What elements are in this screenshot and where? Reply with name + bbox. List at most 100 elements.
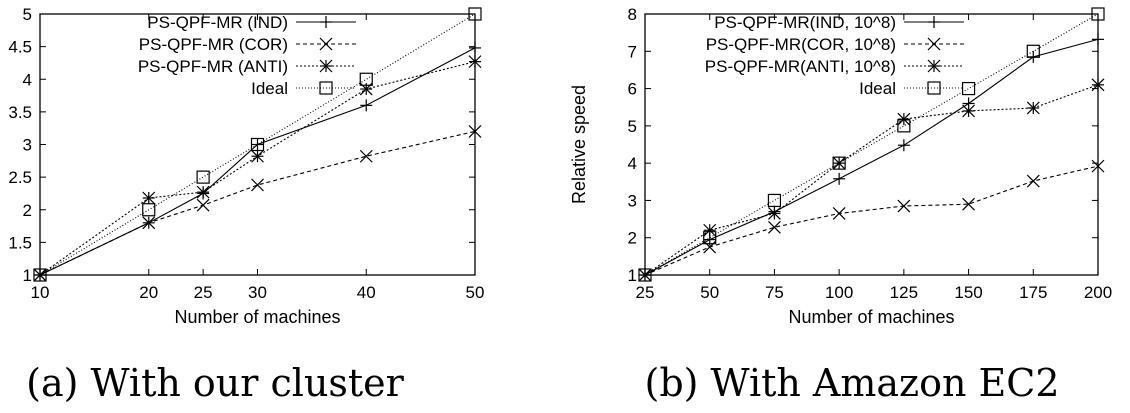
data-point <box>196 170 210 184</box>
x-tick-label: 40 <box>357 283 376 302</box>
legend-marker <box>320 16 332 28</box>
y-tick-label: 2.5 <box>8 168 32 187</box>
series-line <box>39 130 476 276</box>
legend-label: PS-QPF-MR(ANTI, 10^8) <box>705 57 896 76</box>
legend-label: PS-QPF-MR(COR, 10^8) <box>706 35 896 54</box>
x-tick-label: 25 <box>636 283 655 302</box>
data-point <box>33 268 47 282</box>
series-2 <box>33 55 482 282</box>
data-point <box>251 149 264 163</box>
series-line <box>39 61 476 276</box>
data-point <box>703 240 717 254</box>
data-point <box>767 193 782 208</box>
y-tick-label: 2 <box>23 201 32 220</box>
data-point <box>360 99 373 112</box>
x-tick-label: 50 <box>700 283 719 302</box>
legend-label: PS-QPF-MR (ANTI) <box>138 57 288 76</box>
data-point <box>1091 7 1105 21</box>
legend-label: Ideal <box>859 79 896 98</box>
data-point <box>468 125 482 138</box>
series-line <box>39 13 476 276</box>
legend: PS-QPF-MR (IND) PS-QPF-MR (COR) PS-QPF-MR … <box>138 13 356 98</box>
data-point <box>1091 159 1105 173</box>
series-line <box>644 13 1099 276</box>
y-tick-label: 8 <box>628 5 637 24</box>
data-point <box>142 216 156 230</box>
data-point <box>768 220 781 234</box>
x-axis-label: Number of machines <box>174 307 340 327</box>
legend-label: PS-QPF-MR(IND, 10^8) <box>714 13 896 32</box>
y-tick-label: 3 <box>628 191 637 210</box>
x-tick-label: 20 <box>139 283 158 302</box>
x-tick-label: 25 <box>194 283 213 302</box>
y-tick-label: 5 <box>628 117 637 136</box>
x-tick-label: 125 <box>890 283 918 302</box>
data-point <box>251 178 264 192</box>
x-tick-label: 50 <box>466 283 485 302</box>
y-tick-label: 6 <box>628 80 637 99</box>
series-3 <box>33 7 482 282</box>
y-tick-label: 4.5 <box>8 38 32 57</box>
data-point <box>1026 174 1040 188</box>
data-point <box>359 72 373 86</box>
x-tick-label: 30 <box>248 283 267 302</box>
data-point <box>833 172 846 185</box>
data-point <box>638 268 652 282</box>
series-1 <box>638 159 1105 282</box>
series-2 <box>638 78 1105 282</box>
data-point <box>1026 101 1040 115</box>
data-point <box>142 203 156 217</box>
y-tick-label: 3.5 <box>8 103 32 122</box>
data-point <box>1091 78 1105 92</box>
y-tick-label: 1.5 <box>8 233 32 252</box>
plot-frame <box>644 13 1099 276</box>
series-line <box>644 165 1099 276</box>
legend-marker <box>319 81 333 95</box>
data-point <box>469 41 481 54</box>
data-point <box>1026 44 1040 58</box>
data-point <box>251 138 264 151</box>
y-tick-label: 2 <box>628 229 637 248</box>
data-point <box>961 81 976 96</box>
series-line <box>644 84 1099 276</box>
legend-marker <box>319 37 333 51</box>
legend-label: PS-QPF-MR (COR) <box>139 35 288 54</box>
data-point <box>962 104 975 118</box>
x-tick-label: 175 <box>1019 283 1047 302</box>
data-point <box>196 198 210 212</box>
y-tick-label: 4 <box>628 154 637 173</box>
series-3 <box>638 7 1105 282</box>
x-tick-label: 75 <box>765 283 784 302</box>
data-point <box>897 139 910 152</box>
y-tick-label: 3 <box>23 136 32 155</box>
data-point <box>196 185 210 199</box>
data-point <box>897 119 911 133</box>
y-tick-label: 7 <box>628 42 637 61</box>
data-point <box>703 223 717 237</box>
data-point <box>832 156 846 170</box>
y-tick-label: 1 <box>628 266 637 285</box>
data-point <box>1092 33 1104 46</box>
data-point <box>962 197 975 211</box>
x-tick-label: 10 <box>31 283 50 302</box>
x-tick-label: 200 <box>1084 283 1112 302</box>
caption-a: (a) With our cluster <box>26 361 405 405</box>
data-point <box>897 199 911 213</box>
x-axis-label: Number of machines <box>788 307 954 327</box>
data-point <box>359 149 373 163</box>
legend-marker <box>928 16 940 28</box>
data-point <box>468 7 482 21</box>
chart-a: 1 1.5 2 2.5 3 3.5 4 4.5 5 10 20 25 30 40 50 Number of m… <box>8 5 484 327</box>
x-tick-label: 100 <box>825 283 853 302</box>
y-tick-label: 5 <box>23 5 32 24</box>
data-point <box>250 137 265 152</box>
data-point <box>832 156 846 170</box>
legend-marker <box>927 59 941 73</box>
legend-label: PS-QPF-MR (IND) <box>147 13 288 32</box>
legend-marker <box>319 59 333 73</box>
legend-label: Ideal <box>251 79 288 98</box>
y-tick-label: 1 <box>23 266 32 285</box>
legend-marker <box>927 81 941 95</box>
x-tick-label: 150 <box>954 283 982 302</box>
